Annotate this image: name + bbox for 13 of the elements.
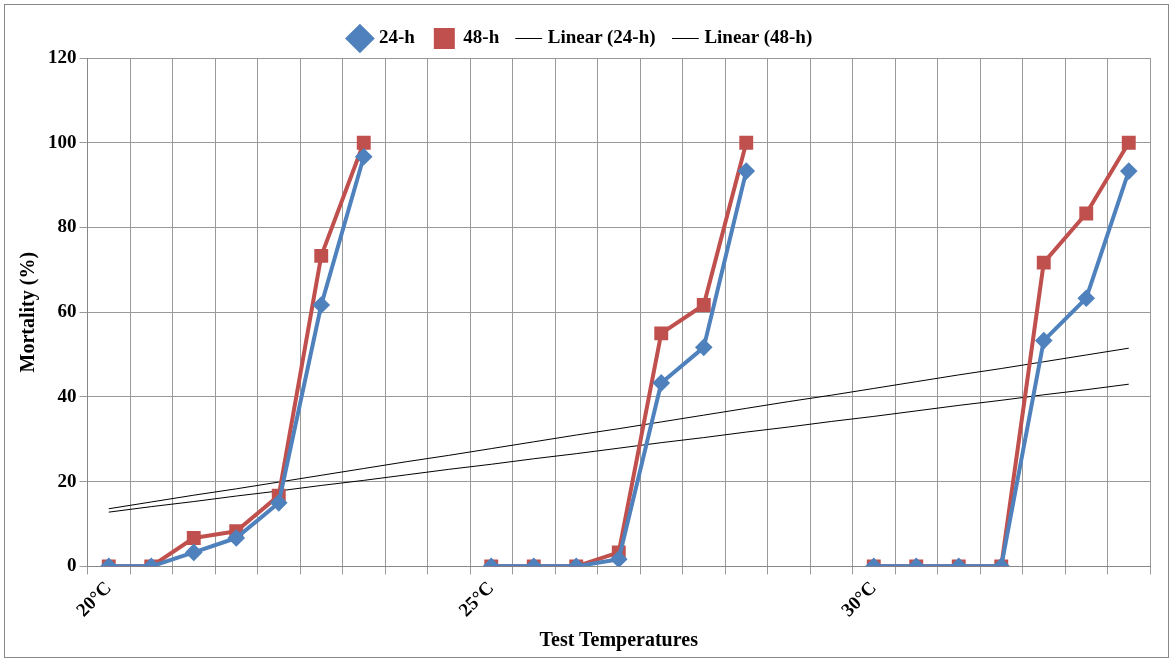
y-tick-label: 80 [57,215,77,237]
y-tick-label: 0 [67,554,77,576]
y-tick-label: 100 [48,130,77,152]
y-tick-label: 120 [48,45,77,67]
y-axis-title: Mortality (%) [16,251,40,373]
y-tick-label: 20 [57,469,77,491]
legend-label: 24-h [378,26,416,48]
legend-label: 48-h [463,26,500,48]
y-tick-label: 40 [57,384,77,406]
x-axis-title: Test Temperatures [539,628,699,652]
legend-label: Linear (48-h) [704,26,813,49]
legend-label: Linear (24-h) [547,26,656,49]
y-tick-label: 60 [57,300,77,322]
